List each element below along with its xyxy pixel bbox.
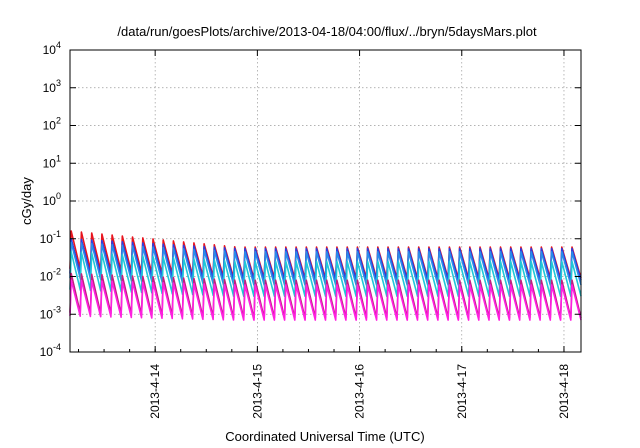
chart-title: /data/run/goesPlots/archive/2013-04-18/0… xyxy=(117,24,537,39)
y-tick-label: 10-2 xyxy=(40,267,61,284)
x-tick-label: 2013-4-14 xyxy=(148,364,162,419)
x-tick-label: 2013-4-18 xyxy=(557,364,571,419)
y-tick-label: 10-1 xyxy=(40,229,61,246)
x-tick-label: 2013-4-15 xyxy=(250,364,264,419)
y-tick-label: 102 xyxy=(43,116,61,133)
y-tick-label: 10-3 xyxy=(40,304,61,321)
y-tick-label: 10-4 xyxy=(40,342,61,359)
series-layer xyxy=(69,230,582,321)
y-tick-label: 100 xyxy=(43,191,61,208)
y-tick-label: 104 xyxy=(43,40,61,57)
x-tick-label: 2013-4-17 xyxy=(455,364,469,419)
y-axis-label: cGy/day xyxy=(19,177,34,225)
y-tick-label: 103 xyxy=(43,78,61,95)
grid-lines xyxy=(70,50,581,352)
x-tick-label: 2013-4-16 xyxy=(353,364,367,419)
x-axis-label: Coordinated Universal Time (UTC) xyxy=(225,429,424,444)
y-tick-label: 101 xyxy=(43,153,61,170)
axis-ticks: 104 103 102 101 100 10-1 10-2 10-3 10-4 2013-4-14… xyxy=(40,40,581,419)
series-line-6 xyxy=(69,279,582,321)
